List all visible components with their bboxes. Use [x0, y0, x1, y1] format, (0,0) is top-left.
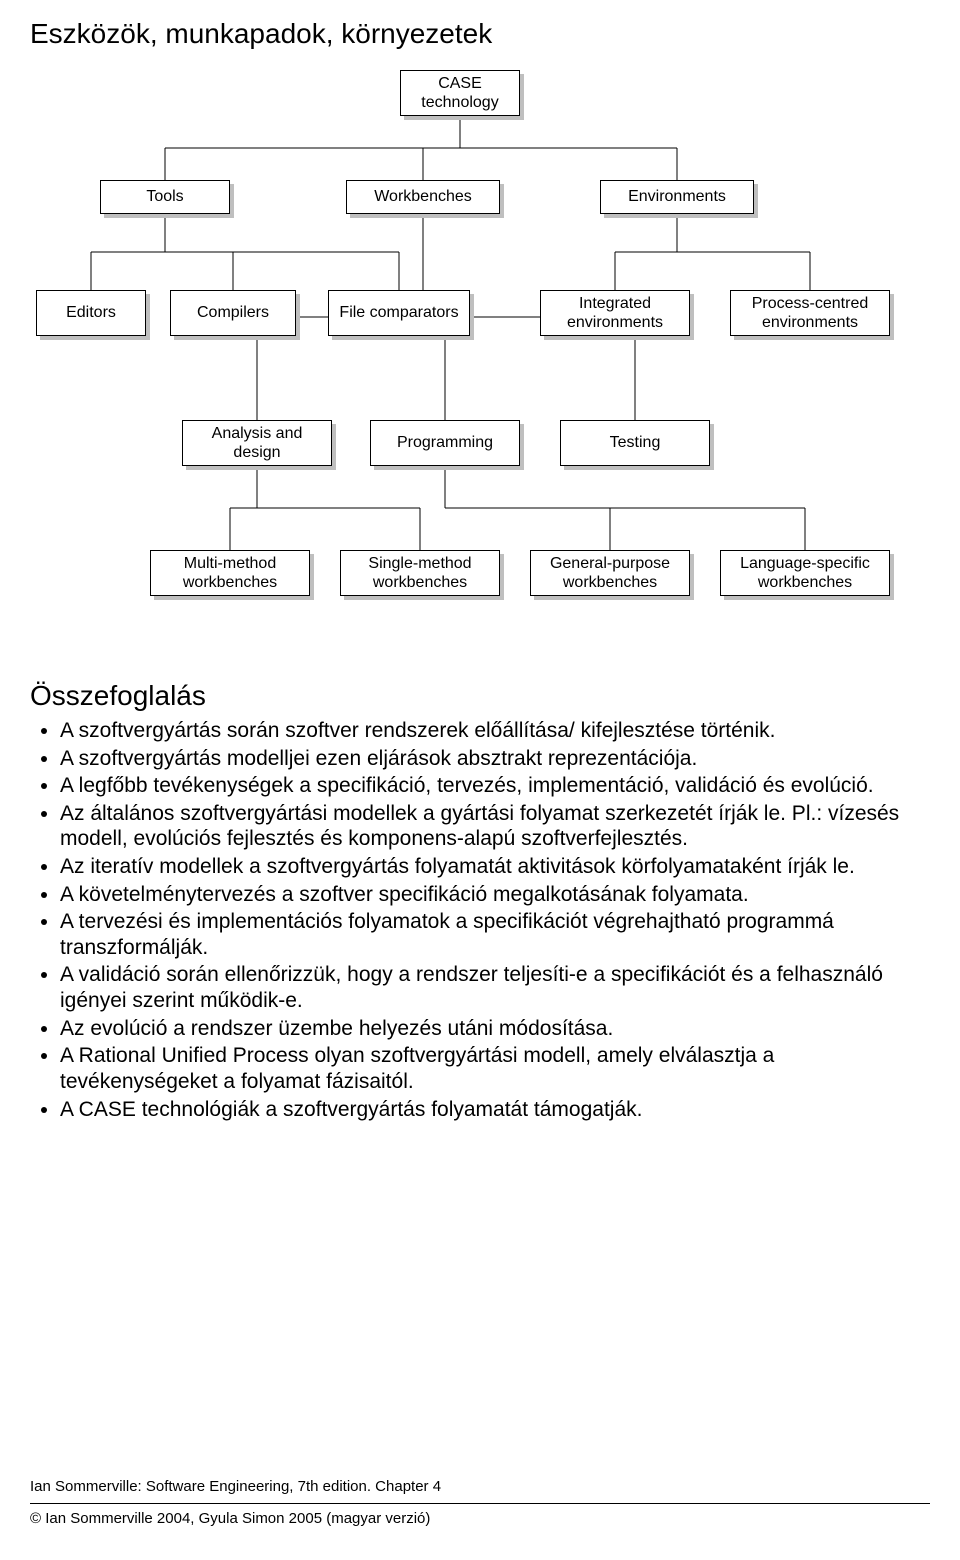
summary-title: Összefoglalás	[0, 670, 960, 718]
summary-item: A CASE technológiák a szoftvergyártás fo…	[60, 1097, 920, 1123]
diagram-node-mmw: Multi-method workbenches	[150, 550, 310, 596]
diagram-node-pe: Process-centred environments	[730, 290, 890, 336]
diagram-node-label: Workbenches	[346, 180, 500, 214]
summary-item: A követelménytervezés a szoftver specifi…	[60, 882, 920, 908]
diagram-node-label: CASE technology	[400, 70, 520, 116]
diagram-node-gpw: General-purpose workbenches	[530, 550, 690, 596]
case-diagram: CASE technology Tools Workbenches Environme…	[30, 50, 930, 670]
diagram-node-label: Tools	[100, 180, 230, 214]
summary-item: A legfőbb tevékenységek a specifikáció, …	[60, 773, 920, 799]
diagram-node-tools: Tools	[100, 180, 230, 214]
diagram-node-ad: Analysis and design	[182, 420, 332, 466]
summary-item: A validáció során ellenőrizzük, hogy a r…	[60, 962, 920, 1013]
summary-item: Az iteratív modellek a szoftvergyártás f…	[60, 854, 920, 880]
diagram-node-wb: Workbenches	[346, 180, 500, 214]
summary-item: A szoftvergyártás modelljei ezen eljárás…	[60, 746, 920, 772]
diagram-node-label: Language-specific workbenches	[720, 550, 890, 596]
diagram-node-label: Programming	[370, 420, 520, 466]
diagram-node-root: CASE technology	[400, 70, 520, 116]
summary-item: A szoftvergyártás során szoftver rendsze…	[60, 718, 920, 744]
diagram-node-label: File comparators	[328, 290, 470, 336]
footer: Ian Sommerville: Software Engineering, 7…	[30, 1476, 930, 1530]
diagram-node-lsw: Language-specific workbenches	[720, 550, 890, 596]
diagram-node-label: Environments	[600, 180, 754, 214]
diagram-node-ed: Editors	[36, 290, 146, 336]
summary-item: A tervezési és implementációs folyamatok…	[60, 909, 920, 960]
diagram-node-ie: Integrated environments	[540, 290, 690, 336]
diagram-node-smw: Single-method workbenches	[340, 550, 500, 596]
diagram-node-label: Multi-method workbenches	[150, 550, 310, 596]
diagram-node-label: Single-method workbenches	[340, 550, 500, 596]
footer-line-1: Ian Sommerville: Software Engineering, 7…	[30, 1476, 930, 1499]
diagram-node-label: Integrated environments	[540, 290, 690, 336]
diagram-node-label: Testing	[560, 420, 710, 466]
diagram-node-prog: Programming	[370, 420, 520, 466]
diagram-node-comp: Compilers	[170, 290, 296, 336]
diagram-node-label: Compilers	[170, 290, 296, 336]
diagram-node-env: Environments	[600, 180, 754, 214]
summary-item: A Rational Unified Process olyan szoftve…	[60, 1043, 920, 1094]
diagram-node-label: Process-centred environments	[730, 290, 890, 336]
page-title: Eszközök, munkapadok, környezetek	[0, 0, 960, 50]
summary-item: Az általános szoftvergyártási modellek a…	[60, 801, 920, 852]
diagram-node-label: Analysis and design	[182, 420, 332, 466]
diagram-node-label: Editors	[36, 290, 146, 336]
diagram-node-fc: File comparators	[328, 290, 470, 336]
summary-item: Az evolúció a rendszer üzembe helyezés u…	[60, 1016, 920, 1042]
footer-line-2: © Ian Sommerville 2004, Gyula Simon 2005…	[30, 1503, 930, 1531]
summary-list: A szoftvergyártás során szoftver rendsze…	[60, 718, 920, 1122]
diagram-node-label: General-purpose workbenches	[530, 550, 690, 596]
diagram-node-test: Testing	[560, 420, 710, 466]
